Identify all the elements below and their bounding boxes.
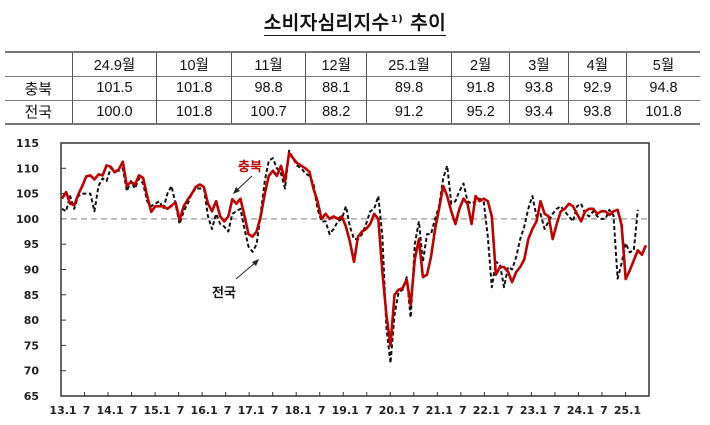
table-cell: 101.5 — [71, 76, 157, 100]
series-national-line — [61, 149, 639, 365]
table-cell: 92.9 — [567, 76, 627, 100]
row-label: 충북 — [24, 79, 53, 98]
table-cell: 88.1 — [305, 76, 367, 100]
title-footnote: 1) — [390, 14, 404, 25]
y-tick-label: 110 — [16, 162, 39, 175]
table-cell: 101.8 — [156, 100, 232, 124]
series-chungbuk-line — [60, 151, 648, 347]
column-header: 11월 — [230, 52, 306, 76]
x-tick-label: 7 — [271, 404, 279, 417]
x-tick-label: 19.1 — [332, 404, 359, 417]
annotation-chungbuk: 충북 — [233, 159, 262, 194]
y-tick-label: 115 — [16, 137, 39, 150]
table-cell: 91.2 — [366, 100, 452, 124]
table-cell: 93.8 — [509, 76, 569, 100]
column-header: 10월 — [156, 52, 232, 76]
x-tick-label: 17.1 — [238, 404, 265, 417]
row-label: 전국 — [24, 103, 53, 122]
page-title: 소비자심리지수1) 추이 — [0, 8, 710, 36]
y-axis: 65 70 75 80 85 90 95 100 105 110 115 — [16, 137, 66, 403]
arrow-head-icon — [233, 187, 240, 194]
x-tick-label: 7 — [83, 404, 91, 417]
table-header-row: 24.9월 10월 11월 12월 25.1월 2월 3월 4월 5월 — [5, 52, 700, 76]
x-tick-label: 23.1 — [520, 404, 547, 417]
column-header: 4월 — [567, 52, 627, 76]
y-tick-label: 85 — [24, 289, 39, 302]
x-tick-label: 7 — [600, 404, 608, 417]
y-tick-label: 80 — [24, 314, 40, 327]
x-tick-label: 7 — [506, 404, 514, 417]
y-tick-label: 95 — [24, 238, 39, 251]
table-cell: 95.2 — [451, 100, 510, 124]
x-tick-label: 25.1 — [614, 404, 641, 417]
x-tick-label: 20.1 — [379, 404, 406, 417]
table-cell: 98.8 — [230, 76, 306, 100]
annotation-national-label: 전국 — [212, 285, 236, 301]
y-tick-label: 90 — [24, 264, 40, 277]
table-cell: 93.8 — [567, 100, 627, 124]
y-tick-label: 70 — [24, 365, 40, 378]
table-cell: 100.7 — [230, 100, 306, 124]
column-header: 24.9월 — [71, 52, 157, 76]
summary-table: 24.9월 10월 11월 12월 25.1월 2월 3월 4월 5월 충북 1… — [5, 51, 700, 125]
title-suffix: 추이 — [410, 12, 447, 34]
y-tick-label: 75 — [24, 339, 39, 352]
column-header: 5월 — [626, 52, 700, 76]
y-tick-label: 100 — [16, 213, 39, 226]
x-tick-label: 15.1 — [144, 404, 171, 417]
x-tick-label: 18.1 — [285, 404, 312, 417]
x-tick-label: 16.1 — [191, 404, 218, 417]
table-corner-cell — [5, 52, 72, 76]
annotation-chungbuk-label: 충북 — [238, 159, 262, 175]
annotation-arrow — [235, 261, 257, 280]
annotation-arrow — [235, 175, 253, 192]
plot-frame — [60, 142, 650, 397]
column-header: 25.1월 — [366, 52, 452, 76]
table-cell: 89.8 — [366, 76, 452, 100]
annotation-national: 전국 — [212, 259, 259, 301]
x-tick-label: 7 — [318, 404, 326, 417]
column-header: 12월 — [305, 52, 367, 76]
title-main: 소비자심리지수 — [263, 12, 390, 34]
x-tick-label: 7 — [459, 404, 467, 417]
x-tick-label: 13.1 — [49, 404, 76, 417]
x-axis: 13.1 7 14.1 7 15.1 7 16.1 7 17.1 7 18.1 7 19.1 7 20.1 7… — [49, 392, 641, 417]
table-cell: 93.4 — [509, 100, 569, 124]
table-cell: 101.8 — [626, 100, 700, 124]
x-tick-label: 7 — [130, 404, 138, 417]
x-tick-label: 7 — [553, 404, 561, 417]
x-tick-label: 7 — [412, 404, 420, 417]
column-header: 2월 — [451, 52, 510, 76]
x-tick-label: 22.1 — [473, 404, 500, 417]
arrow-head-icon — [252, 259, 259, 266]
table-cell: 94.8 — [626, 76, 700, 100]
x-tick-label: 7 — [177, 404, 185, 417]
table-row: 충북 101.5 101.8 98.8 88.1 89.8 91.8 93.8 … — [5, 76, 700, 100]
x-tick-label: 7 — [365, 404, 373, 417]
x-tick-label: 7 — [224, 404, 232, 417]
table-cell: 88.2 — [305, 100, 367, 124]
x-tick-label: 24.1 — [567, 404, 594, 417]
y-tick-label: 65 — [24, 390, 39, 403]
column-header: 3월 — [509, 52, 569, 76]
table-cell: 101.8 — [156, 76, 232, 100]
table-cell: 91.8 — [451, 76, 510, 100]
line-chart: 65 70 75 80 85 90 95 100 105 110 115 13.1 7 14.1 7 15.… — [16, 137, 650, 417]
table-cell: 100.0 — [71, 100, 157, 124]
x-tick-label: 14.1 — [96, 404, 123, 417]
y-tick-label: 105 — [16, 188, 39, 201]
table-row: 전국 100.0 101.8 100.7 88.2 91.2 95.2 93.4… — [5, 100, 700, 124]
x-tick-label: 21.1 — [426, 404, 453, 417]
